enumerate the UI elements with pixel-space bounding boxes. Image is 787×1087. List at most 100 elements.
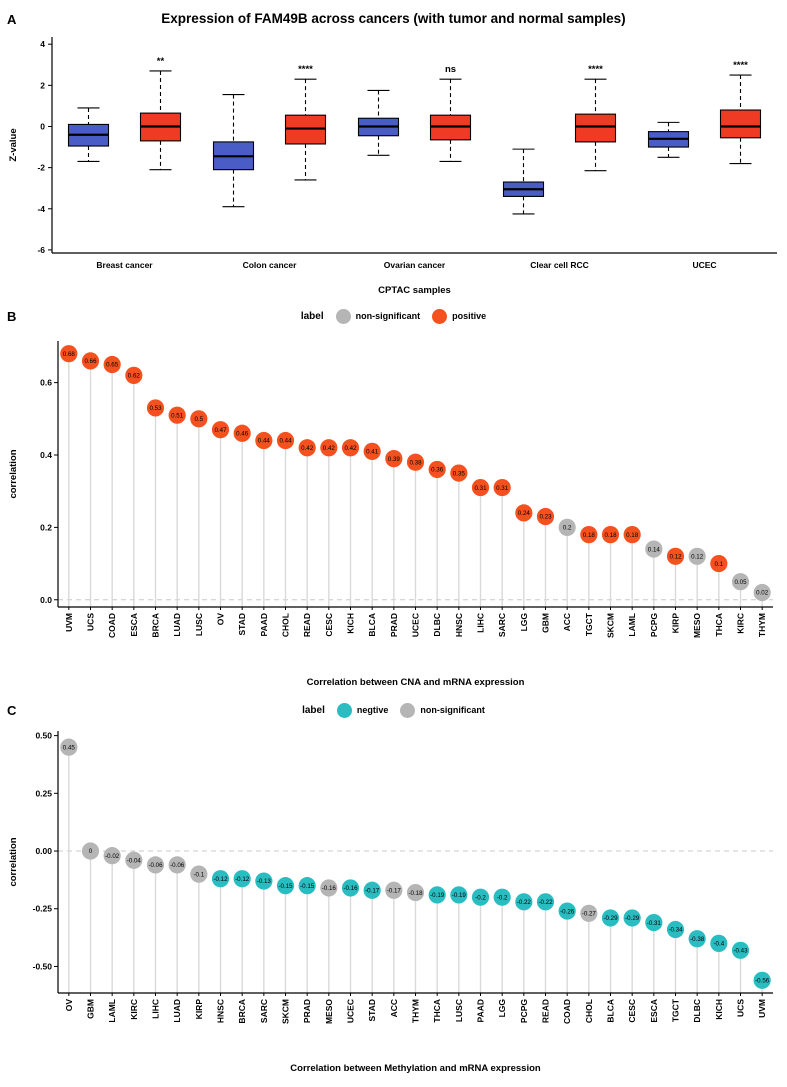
- point-value-label: 0.23: [539, 514, 552, 521]
- lollipop-point-UVM: [753, 971, 771, 989]
- x-category-label: ACC: [389, 999, 399, 1017]
- point-value-label: 0.44: [258, 438, 271, 445]
- lollipop-point-MESO: [320, 879, 338, 897]
- x-axis-title: CPTAC samples: [378, 285, 451, 296]
- x-category-label: THYM: [757, 613, 767, 637]
- significance-label: ****: [298, 64, 313, 75]
- x-category-label: DLBC: [432, 613, 442, 637]
- point-value-label: -0.31: [647, 920, 662, 927]
- x-category-label: LIHC: [151, 999, 161, 1019]
- lollipop-point-LUSC: [190, 410, 208, 428]
- y-tick-label: 0.25: [35, 788, 52, 798]
- lollipop-point-READ: [536, 893, 555, 911]
- point-value-label: 0.1: [715, 561, 724, 568]
- point-value-label: 0.36: [431, 467, 444, 474]
- lollipop-point-LUSC: [450, 886, 468, 904]
- lollipop-point-BLCA: [363, 442, 381, 460]
- point-value-label: -0.15: [278, 883, 293, 890]
- point-value-label: 0.18: [583, 532, 596, 539]
- x-category-label: THCA: [432, 999, 442, 1023]
- point-value-label: -0.13: [257, 878, 272, 885]
- group-label: UCEC: [692, 260, 716, 270]
- lollipop-point-COAD: [103, 355, 121, 374]
- point-value-label: 0.12: [669, 554, 682, 561]
- point-value-label: 0.38: [409, 459, 422, 466]
- point-value-label: -0.19: [430, 892, 445, 899]
- x-category-label: STAD: [237, 613, 247, 636]
- lollipop-point-HNSC: [211, 870, 230, 888]
- lollipop-point-UCEC: [406, 453, 425, 471]
- y-axis-title: Z-value: [8, 128, 19, 161]
- point-value-label: -0.19: [452, 892, 467, 899]
- lollipop-point-PCPG: [515, 893, 533, 911]
- x-category-label: UVM: [757, 999, 767, 1018]
- x-category-label: CHOL: [281, 613, 291, 637]
- x-category-label: UCS: [86, 613, 96, 631]
- point-value-label: -0.16: [322, 885, 337, 892]
- lollipop-point-READ: [298, 439, 316, 457]
- significance-label: ****: [733, 60, 748, 71]
- lollipop-point-THYM: [406, 883, 425, 902]
- point-value-label: -0.29: [625, 915, 640, 922]
- group-label: Ovarian cancer: [384, 260, 446, 270]
- x-category-label: OV: [216, 613, 226, 626]
- y-tick-label: -4: [37, 204, 45, 214]
- lollipop-point-LUAD: [168, 406, 186, 424]
- point-value-label: -0.22: [517, 899, 532, 906]
- point-value-label: -0.16: [343, 885, 358, 892]
- point-value-label: 0.42: [323, 445, 336, 452]
- lollipop-point-UCEC: [341, 879, 360, 897]
- lollipop-point-SARC: [255, 872, 273, 890]
- panel-c-letter: C: [7, 703, 17, 718]
- point-value-label: 0.5: [195, 416, 204, 423]
- x-category-label: SARC: [259, 999, 269, 1023]
- y-tick-label: -6: [37, 245, 45, 255]
- x-category-label: KICH: [346, 613, 356, 634]
- legend-label-positive: positive: [452, 311, 487, 321]
- lollipop-point-KIRC: [731, 573, 750, 591]
- lollipop-point-LGG: [493, 888, 511, 906]
- legend-b: label non-significant positive: [0, 307, 787, 325]
- lollipop-point-THYM: [753, 583, 771, 602]
- point-value-label: 0.45: [63, 744, 76, 751]
- lollipop-point-PAAD: [255, 431, 273, 450]
- x-category-label: CESC: [324, 613, 334, 637]
- point-value-label: -0.04: [127, 857, 142, 864]
- point-value-label: 0.68: [63, 351, 76, 358]
- lollipop-point-KIRP: [666, 547, 685, 565]
- point-value-label: -0.2: [475, 894, 486, 901]
- x-category-label: LGG: [497, 999, 507, 1018]
- y-tick-label: 0.50: [35, 731, 52, 741]
- methylation-lollipop-chart: 0.50 0.25 0.00 -0.25 -0.50 0.45 OV 0 GBM -0.02 LAM…: [8, 731, 773, 1074]
- point-value-label: -0.15: [300, 883, 315, 890]
- point-value-label: -0.06: [170, 862, 185, 869]
- x-category-label: READ: [541, 999, 551, 1023]
- lollipop-point-CESC: [623, 909, 641, 927]
- tumor-box: [574, 113, 617, 143]
- lollipop-point-KICH: [341, 439, 360, 457]
- point-value-label: 0.42: [301, 445, 314, 452]
- lollipop-point-KIRP: [190, 865, 208, 883]
- point-value-label: 0.46: [236, 430, 249, 437]
- point-value-label: -0.38: [690, 936, 705, 943]
- lollipop-point-LUAD: [168, 856, 186, 874]
- point-value-label: -0.26: [560, 908, 575, 915]
- x-category-label: PAAD: [259, 613, 269, 636]
- legend-item-positive: positive: [432, 308, 487, 324]
- lollipop-point-UCS: [81, 352, 100, 370]
- lollipop-point-LAML: [623, 526, 641, 544]
- x-category-label: ESCA: [649, 999, 659, 1023]
- lollipop-point-GBM: [536, 507, 555, 526]
- x-category-label: UVM: [64, 613, 74, 632]
- point-value-label: -0.2: [497, 894, 508, 901]
- y-tick-label: 4: [40, 39, 45, 49]
- point-value-label: 0.31: [474, 485, 487, 492]
- x-category-label: UCEC: [346, 999, 356, 1023]
- legend-item-non-significant-c: non-significant: [400, 702, 485, 718]
- lollipop-point-SARC: [493, 478, 511, 497]
- point-value-label: 0.53: [149, 405, 162, 412]
- y-tick-label: 2: [40, 80, 45, 90]
- panel-a-title: Expression of FAM49B across cancers (wit…: [161, 11, 626, 26]
- group-label: Colon cancer: [243, 260, 298, 270]
- point-value-label: -0.27: [582, 911, 597, 918]
